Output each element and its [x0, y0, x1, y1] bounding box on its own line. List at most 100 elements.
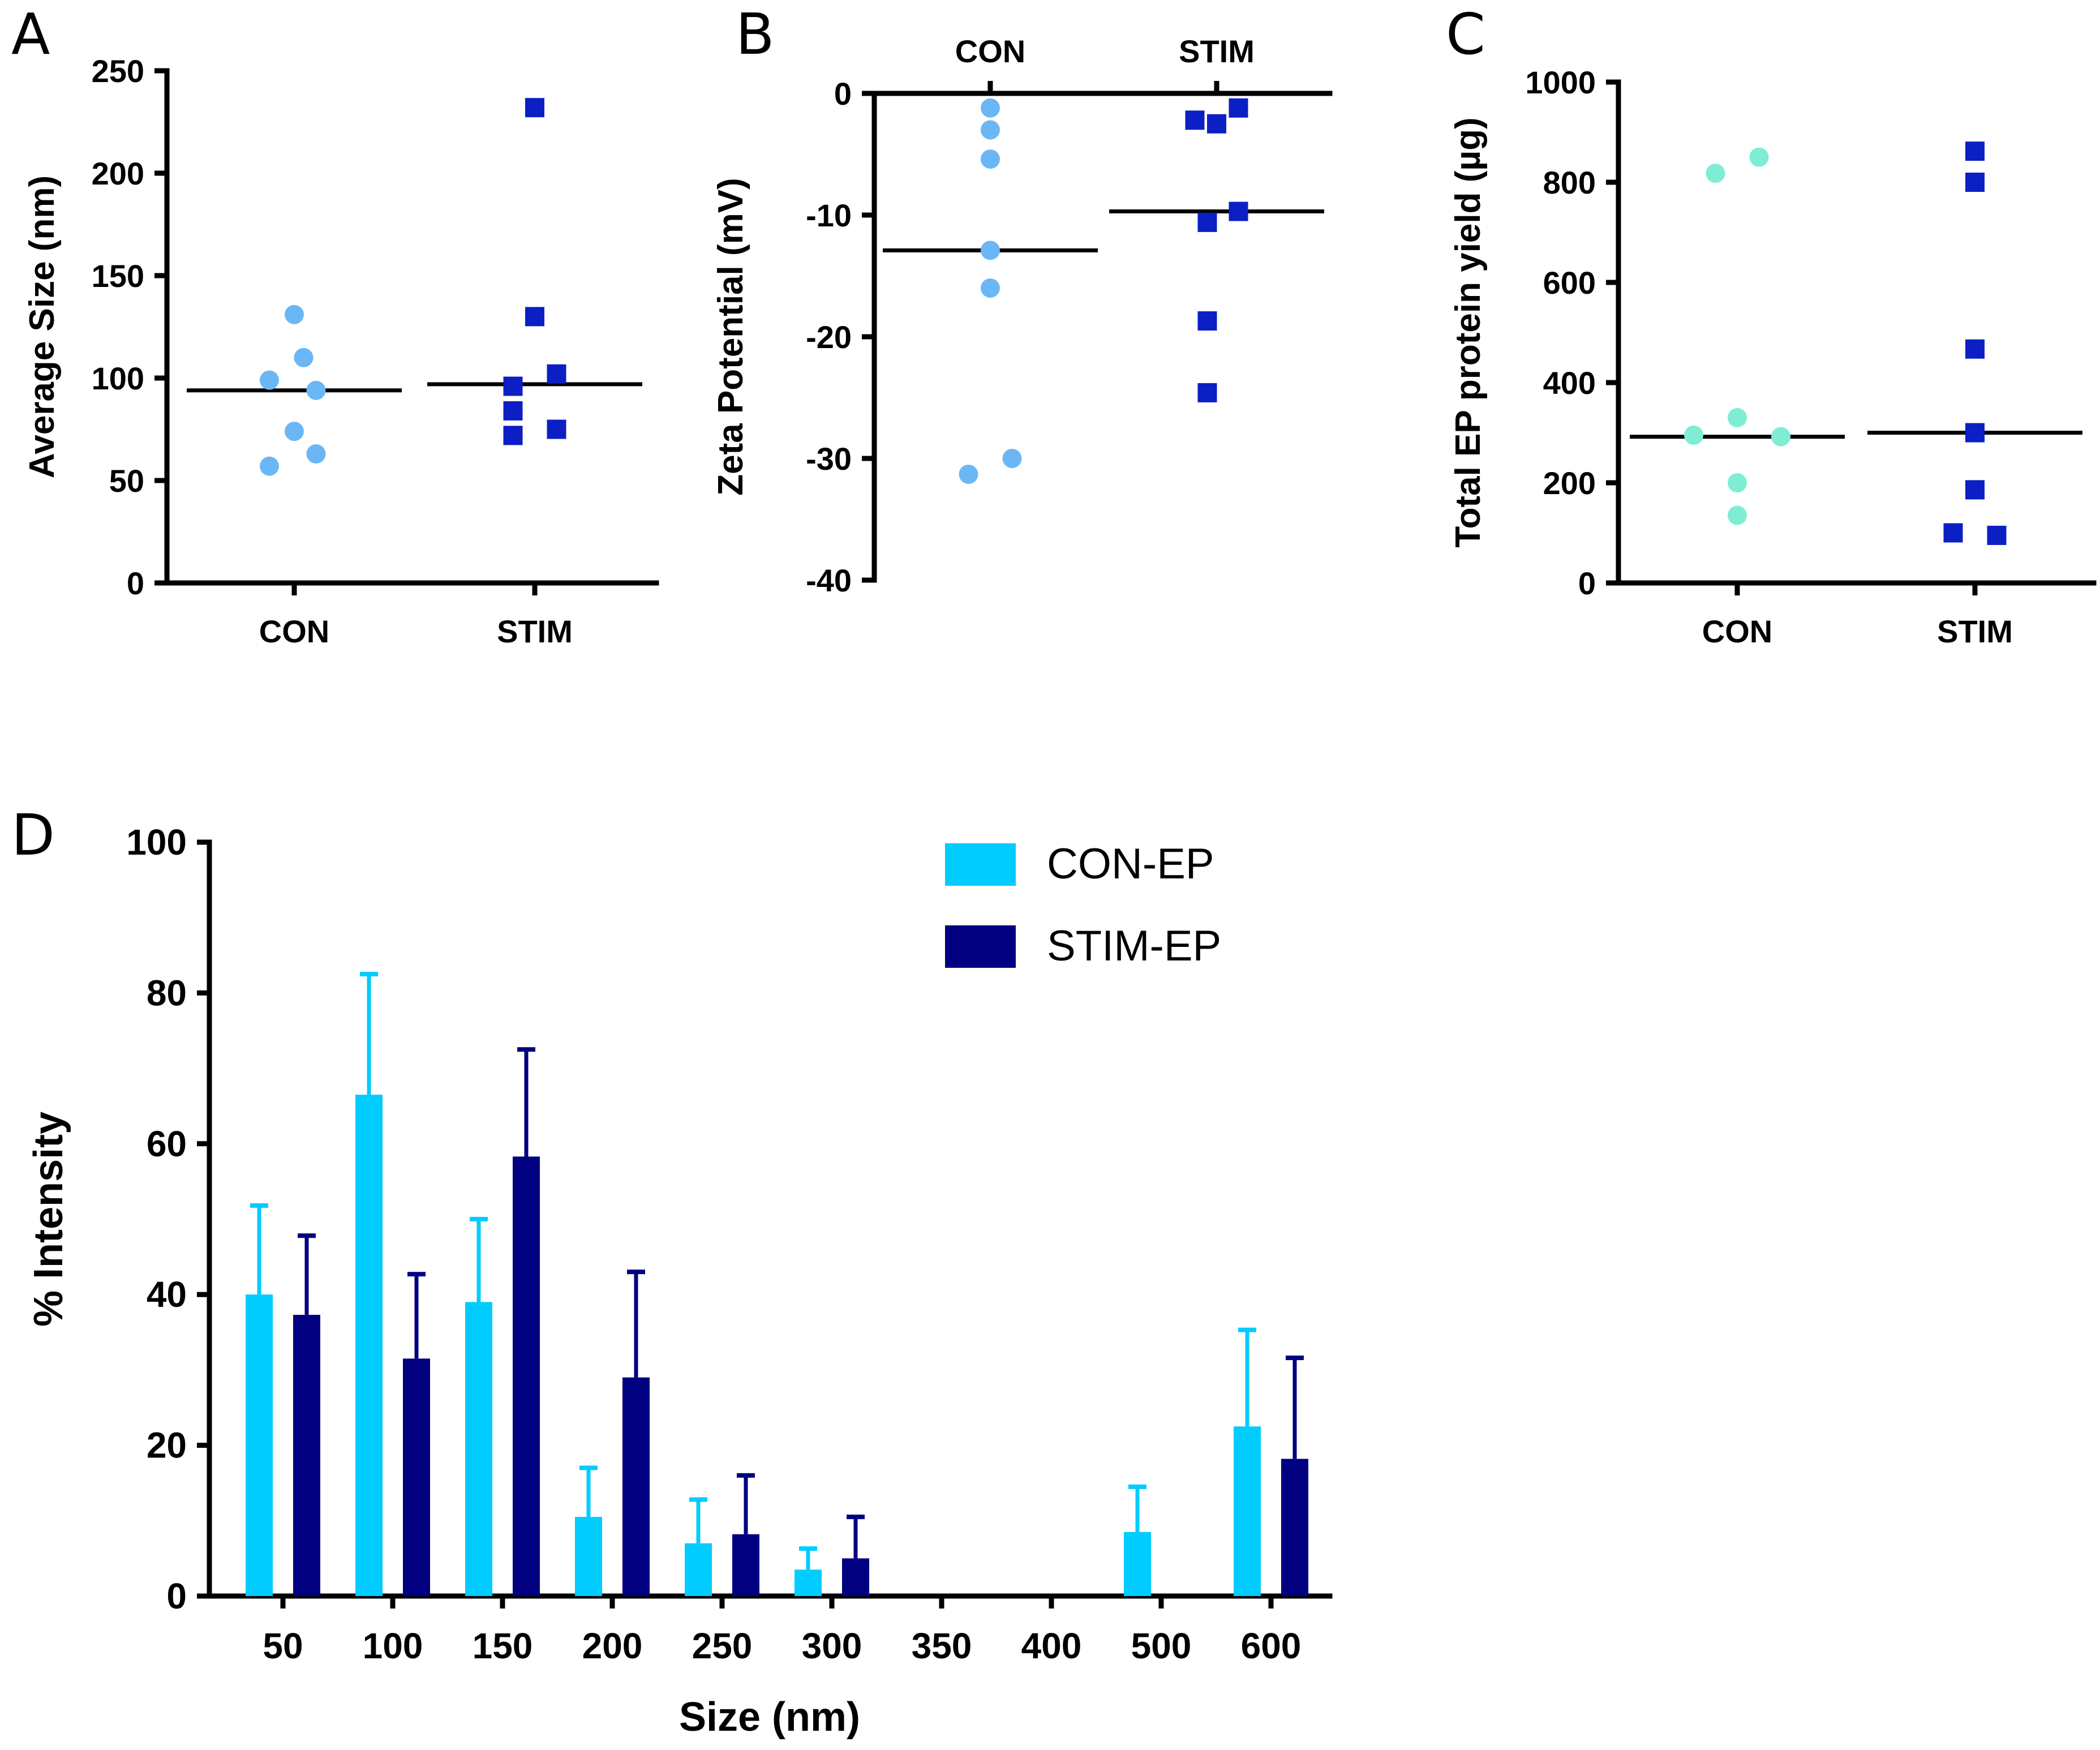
x-tick-label-d-150: 150	[473, 1625, 533, 1666]
bar-con-ep-300	[795, 1569, 822, 1596]
panel-letter-a: A	[11, 1, 50, 67]
data-point-b-con	[981, 98, 1000, 118]
y-tick-label-d: 0	[166, 1576, 187, 1616]
y-tick-label-c: 1000	[1525, 65, 1596, 100]
data-point-a-con	[260, 370, 279, 390]
y-tick-label-d: 100	[126, 822, 187, 863]
data-point-c-con	[1684, 425, 1703, 445]
bar-stim-ep-100	[403, 1358, 430, 1596]
data-point-c-stim	[1987, 525, 2007, 545]
y-tick-label-b: -20	[806, 319, 852, 355]
bar-con-ep-250	[685, 1543, 712, 1596]
data-point-c-con	[1749, 147, 1769, 167]
x-tick-label-a-stim: STIM	[497, 614, 573, 649]
data-point-b-stim	[1197, 212, 1217, 232]
y-tick-label-b: 0	[834, 76, 852, 111]
x-tick-label-d-500: 500	[1131, 1625, 1192, 1666]
data-point-a-stim	[503, 401, 523, 421]
data-point-c-stim	[1965, 423, 1985, 443]
y-tick-label-b: -40	[806, 563, 852, 598]
data-point-a-con	[285, 422, 304, 441]
x-tick-label-d-200: 200	[582, 1625, 643, 1666]
data-point-b-con	[981, 278, 1000, 298]
data-point-b-stim	[1185, 110, 1205, 130]
data-point-c-stim	[1965, 480, 1985, 500]
panel-a-scatter: 0 50 100 150 200 250 CON STIM Average Size (nm)	[23, 53, 659, 649]
panel-letter-c: C	[1446, 1, 1485, 67]
bar-stim-ep-150	[513, 1156, 540, 1596]
bar-con-ep-50	[246, 1294, 273, 1596]
bar-con-ep-100	[355, 1095, 383, 1596]
data-point-a-stim	[525, 98, 544, 118]
panel-d-bar-chart: 0 20 40 60 80 100 50 100 150 200 250 300 350 400 500 60…	[26, 822, 1333, 1740]
data-point-a-stim	[503, 376, 523, 396]
data-point-b-con	[981, 120, 1000, 140]
y-tick-label-c: 0	[1578, 565, 1596, 601]
data-point-b-con	[1002, 449, 1022, 468]
data-point-a-stim	[547, 364, 566, 384]
y-axis-label-d: % Intensity	[26, 1112, 71, 1327]
x-tick-label-c-stim: STIM	[1937, 614, 2013, 649]
bar-stim-ep-600	[1281, 1459, 1308, 1596]
bar-stim-ep-300	[842, 1558, 869, 1596]
y-axis-label-a: Average Size (nm)	[23, 175, 62, 478]
x-tick-label-d-50: 50	[263, 1625, 303, 1666]
y-tick-label-a: 250	[92, 53, 144, 89]
y-tick-label-d: 80	[147, 972, 187, 1013]
y-tick-label-b: -10	[806, 198, 852, 233]
panel-c-scatter: 0 200 400 600 800 1000 CON STIM Total EP protein…	[1449, 65, 2097, 649]
x-tick-label-d-100: 100	[363, 1625, 423, 1666]
legend-label-con-ep: CON-EP	[1047, 840, 1214, 888]
y-tick-label-a: 0	[127, 565, 144, 601]
panel-b-scatter: 0 -10 -20 -30 -40 CON STIM Zeta Potential (mV)	[711, 33, 1333, 598]
data-point-c-stim	[1965, 141, 1985, 161]
data-point-a-stim	[503, 426, 523, 445]
data-point-a-con	[306, 380, 326, 400]
y-axis-label-c: Total EP protein yield (µg)	[1449, 117, 1488, 547]
data-point-a-stim	[547, 419, 566, 439]
x-tick-label-d-600: 600	[1241, 1625, 1302, 1666]
bar-stim-ep-200	[622, 1377, 650, 1596]
legend-label-stim-ep: STIM-EP	[1047, 922, 1221, 970]
y-tick-label-d: 60	[147, 1123, 187, 1164]
panel-letter-d: D	[11, 802, 55, 868]
data-point-c-con	[1771, 427, 1790, 447]
y-tick-label-c: 600	[1543, 265, 1596, 301]
y-tick-label-d: 40	[147, 1274, 187, 1315]
x-axis-label-d: Size (nm)	[679, 1695, 860, 1740]
data-point-c-con	[1728, 473, 1747, 492]
data-point-a-stim	[525, 307, 544, 327]
x-tick-label-d-400: 400	[1021, 1625, 1082, 1666]
data-point-c-stim	[1943, 523, 1963, 543]
bar-con-ep-600	[1234, 1426, 1261, 1596]
data-point-b-stim	[1197, 383, 1217, 402]
data-point-b-stim	[1207, 114, 1226, 134]
x-tick-label-b-stim: STIM	[1179, 33, 1255, 69]
data-point-c-con	[1728, 408, 1747, 427]
data-point-c-stim	[1965, 339, 1985, 359]
x-tick-label-d-350: 350	[912, 1625, 972, 1666]
bar-con-ep-200	[575, 1517, 602, 1596]
data-point-b-con	[959, 464, 978, 484]
data-point-c-con	[1728, 505, 1747, 525]
data-point-b-stim	[1197, 311, 1217, 331]
y-tick-label-c: 800	[1543, 165, 1596, 200]
x-tick-label-b-con: CON	[955, 33, 1025, 69]
bar-stim-ep-250	[732, 1534, 759, 1596]
data-point-b-stim	[1229, 201, 1248, 221]
x-tick-label-c-con: CON	[1702, 614, 1772, 649]
bar-stim-ep-50	[293, 1315, 320, 1596]
bar-con-ep-150	[465, 1302, 492, 1596]
bar-con-ep-500	[1124, 1532, 1151, 1596]
y-tick-label-b: -30	[806, 441, 852, 477]
y-tick-label-c: 400	[1543, 365, 1596, 401]
data-point-a-con	[306, 444, 326, 464]
x-tick-label-a-con: CON	[259, 614, 329, 649]
y-tick-label-a: 50	[109, 463, 144, 499]
data-point-a-con	[285, 304, 304, 324]
y-tick-label-a: 200	[92, 156, 144, 191]
data-point-b-con	[981, 149, 1000, 169]
y-axis-label-b: Zeta Potential (mV)	[711, 178, 750, 496]
y-tick-label-c: 200	[1543, 465, 1596, 501]
